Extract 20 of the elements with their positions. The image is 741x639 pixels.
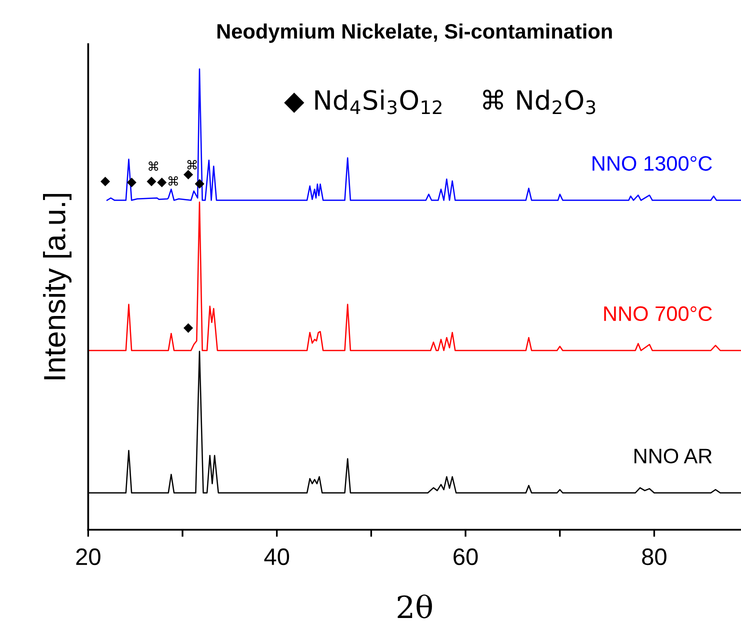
annotation: ⌘ bbox=[187, 160, 197, 170]
annotation: ⌘ bbox=[168, 176, 178, 186]
annotation: ⌘ bbox=[148, 161, 158, 171]
annotation: ◆ bbox=[146, 176, 156, 186]
annotation: ◆ bbox=[184, 323, 194, 333]
x-tick-label: 20 bbox=[76, 548, 100, 566]
chart-title: Neodymium Nickelate, Si-contamination bbox=[217, 23, 612, 43]
series-label: NNO AR bbox=[634, 448, 712, 464]
x-tick-label: 40 bbox=[264, 548, 290, 566]
annotation: ⌘ Nd$_{2}$O$_{3}$ bbox=[483, 90, 596, 114]
annotation: ◆ bbox=[100, 176, 110, 186]
x-tick-label: 60 bbox=[454, 548, 478, 566]
y-axis-title: Intensity [a.u.] bbox=[43, 194, 72, 380]
series-label: NNO 700°C bbox=[604, 306, 712, 322]
annotation: ◆ Nd$_{4}$Si$_{3}$O$_{12}$ bbox=[284, 90, 442, 114]
series-label: NNO 1300°C bbox=[592, 156, 712, 171]
x-axis-title: 2θ bbox=[398, 594, 432, 618]
x-tick-label: 80 bbox=[642, 548, 666, 566]
annotation: ◆ bbox=[184, 170, 194, 180]
annotation: ◆ bbox=[157, 178, 167, 188]
